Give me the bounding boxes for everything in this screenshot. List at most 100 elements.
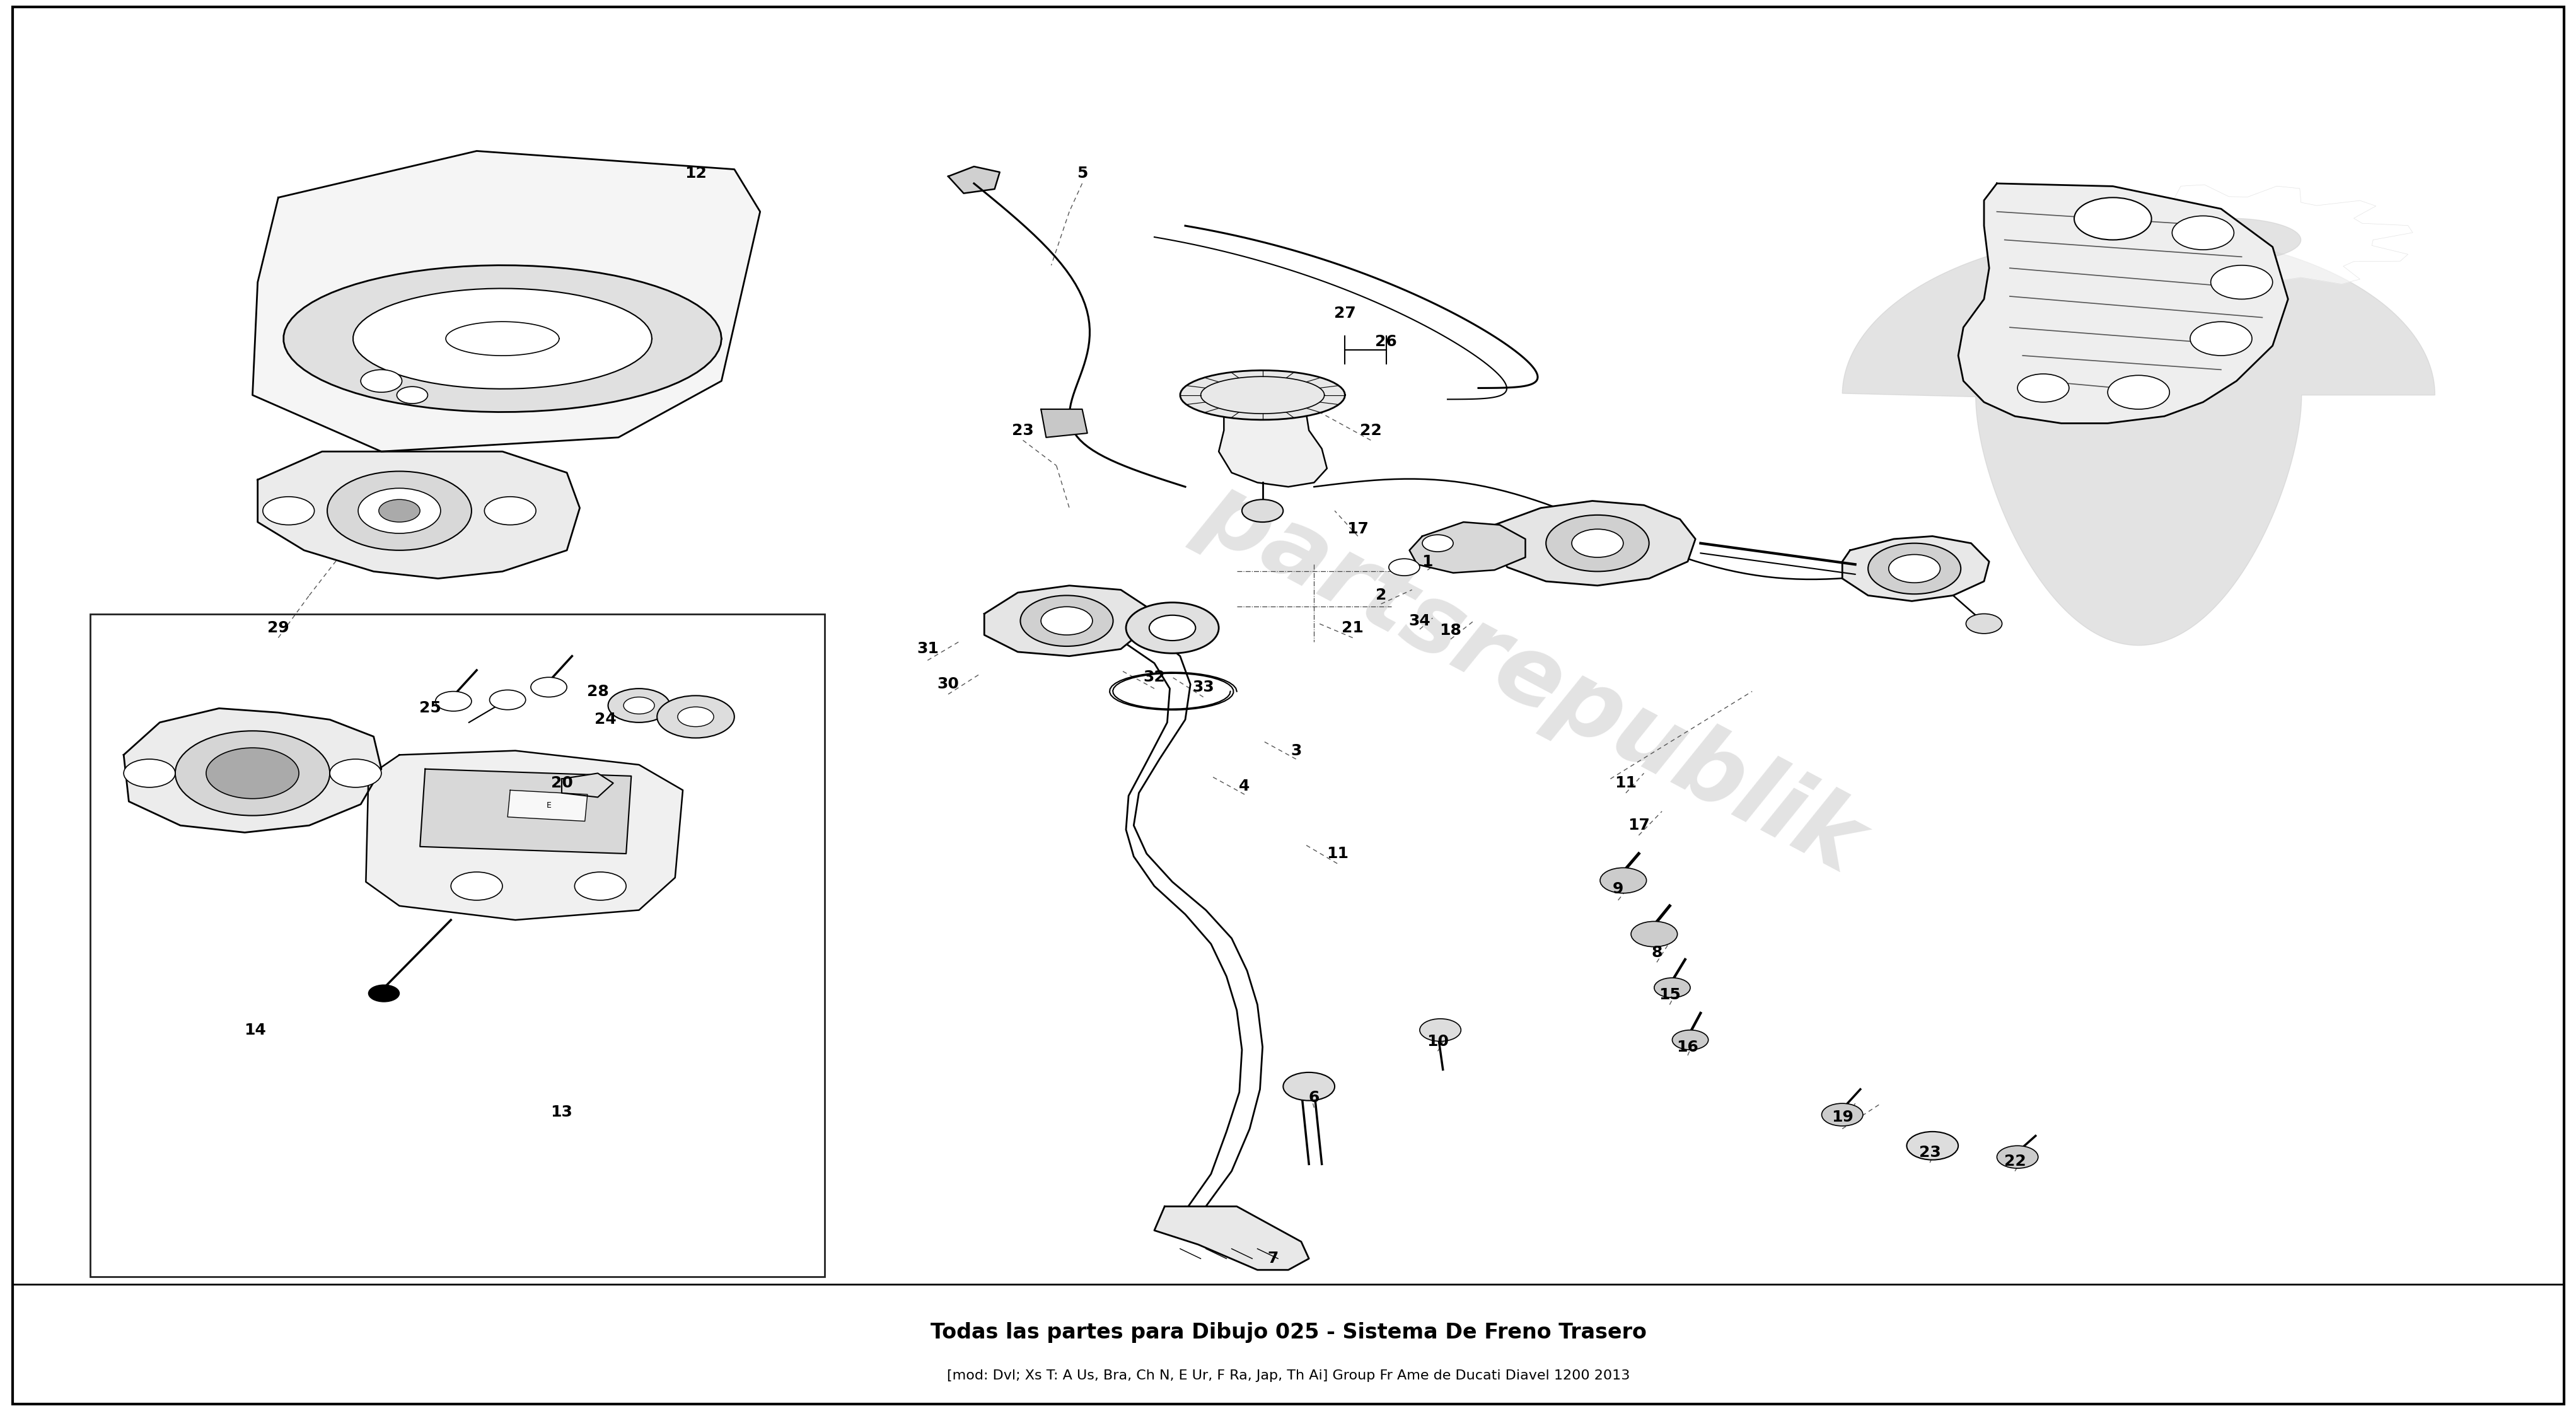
- Circle shape: [1888, 555, 1940, 583]
- Circle shape: [489, 690, 526, 710]
- Circle shape: [1600, 868, 1646, 893]
- Circle shape: [2017, 374, 2069, 402]
- Circle shape: [2190, 322, 2251, 356]
- Text: 18: 18: [1440, 624, 1461, 638]
- Circle shape: [1422, 535, 1453, 552]
- Text: 15: 15: [1659, 988, 1680, 1002]
- Circle shape: [1419, 1019, 1461, 1041]
- Text: 13: 13: [551, 1105, 572, 1119]
- Circle shape: [1020, 595, 1113, 646]
- Circle shape: [1868, 543, 1960, 594]
- Polygon shape: [1494, 501, 1695, 586]
- Circle shape: [1654, 978, 1690, 998]
- Text: 27: 27: [1334, 306, 1355, 320]
- Text: 21: 21: [1342, 621, 1363, 635]
- Text: 23: 23: [1012, 423, 1033, 437]
- Polygon shape: [420, 769, 631, 854]
- Text: 26: 26: [1376, 334, 1396, 349]
- Bar: [90, 614, 824, 1277]
- Text: 25: 25: [420, 701, 440, 715]
- Circle shape: [531, 677, 567, 697]
- Circle shape: [1388, 559, 1419, 576]
- Text: [mod: Dvl; Xs T: A Us, Bra, Ch N, E Ur, F Ra, Jap, Th Ai] Group Fr Ame de Ducati: [mod: Dvl; Xs T: A Us, Bra, Ch N, E Ur, …: [945, 1369, 1631, 1381]
- Circle shape: [484, 497, 536, 525]
- Text: 33: 33: [1193, 680, 1213, 694]
- Text: Todas las partes para Dibujo 025 - Sistema De Freno Trasero: Todas las partes para Dibujo 025 - Siste…: [930, 1322, 1646, 1343]
- Circle shape: [368, 985, 399, 1002]
- Polygon shape: [1842, 536, 1989, 601]
- Circle shape: [1149, 615, 1195, 641]
- Circle shape: [1631, 921, 1677, 947]
- Circle shape: [2107, 375, 2169, 409]
- Circle shape: [263, 497, 314, 525]
- Circle shape: [1996, 1146, 2038, 1168]
- Text: 22: 22: [2004, 1154, 2025, 1168]
- Polygon shape: [1409, 522, 1525, 573]
- Text: 1: 1: [1422, 555, 1432, 569]
- Text: 22: 22: [1360, 423, 1381, 437]
- Text: 6: 6: [1309, 1091, 1319, 1105]
- Circle shape: [397, 387, 428, 404]
- Circle shape: [1821, 1103, 1862, 1126]
- Text: partsrepublik: partsrepublik: [1185, 463, 1878, 892]
- Polygon shape: [1958, 183, 2287, 423]
- Text: 17: 17: [1628, 818, 1649, 832]
- Polygon shape: [124, 708, 381, 832]
- Text: 28: 28: [587, 684, 608, 698]
- Text: 23: 23: [1919, 1146, 1940, 1160]
- Circle shape: [1242, 499, 1283, 522]
- Text: 17: 17: [1347, 522, 1368, 536]
- Circle shape: [1283, 1072, 1334, 1101]
- Circle shape: [1126, 602, 1218, 653]
- Text: 9: 9: [1613, 882, 1623, 896]
- Text: 5: 5: [1077, 166, 1087, 181]
- Text: 8: 8: [1651, 945, 1662, 959]
- Text: 11: 11: [1327, 847, 1347, 861]
- Polygon shape: [984, 586, 1146, 656]
- Polygon shape: [283, 265, 721, 412]
- Text: 14: 14: [245, 1023, 265, 1037]
- Text: 3: 3: [1291, 744, 1301, 758]
- Circle shape: [2074, 198, 2151, 240]
- Circle shape: [657, 696, 734, 738]
- Circle shape: [175, 731, 330, 816]
- Polygon shape: [507, 790, 587, 821]
- Polygon shape: [1842, 234, 2434, 645]
- Polygon shape: [1218, 398, 1327, 487]
- Circle shape: [574, 872, 626, 900]
- Circle shape: [2172, 216, 2233, 250]
- Circle shape: [1965, 614, 2002, 634]
- Text: 34: 34: [1409, 614, 1430, 628]
- Polygon shape: [1041, 409, 1087, 437]
- Circle shape: [608, 689, 670, 722]
- Circle shape: [1041, 607, 1092, 635]
- Text: 11: 11: [1615, 776, 1636, 790]
- Text: 4: 4: [1239, 779, 1249, 793]
- Text: 2: 2: [1376, 588, 1386, 602]
- Circle shape: [206, 748, 299, 799]
- Text: 16: 16: [1677, 1040, 1698, 1054]
- Text: 32: 32: [1144, 670, 1164, 684]
- Polygon shape: [353, 288, 652, 389]
- Circle shape: [623, 697, 654, 714]
- Text: 30: 30: [938, 677, 958, 691]
- Text: 19: 19: [1832, 1110, 1852, 1125]
- Circle shape: [379, 499, 420, 522]
- Polygon shape: [2156, 219, 2300, 261]
- Circle shape: [435, 691, 471, 711]
- Text: 29: 29: [268, 621, 289, 635]
- Circle shape: [327, 471, 471, 550]
- Circle shape: [1546, 515, 1649, 571]
- Circle shape: [330, 759, 381, 787]
- Polygon shape: [562, 773, 613, 797]
- Circle shape: [451, 872, 502, 900]
- Text: 31: 31: [917, 642, 938, 656]
- Circle shape: [361, 370, 402, 392]
- Polygon shape: [1154, 1206, 1309, 1270]
- Polygon shape: [258, 452, 580, 579]
- Text: 24: 24: [595, 713, 616, 727]
- Circle shape: [124, 759, 175, 787]
- Text: E: E: [546, 801, 551, 810]
- Text: 12: 12: [685, 166, 706, 181]
- Circle shape: [677, 707, 714, 727]
